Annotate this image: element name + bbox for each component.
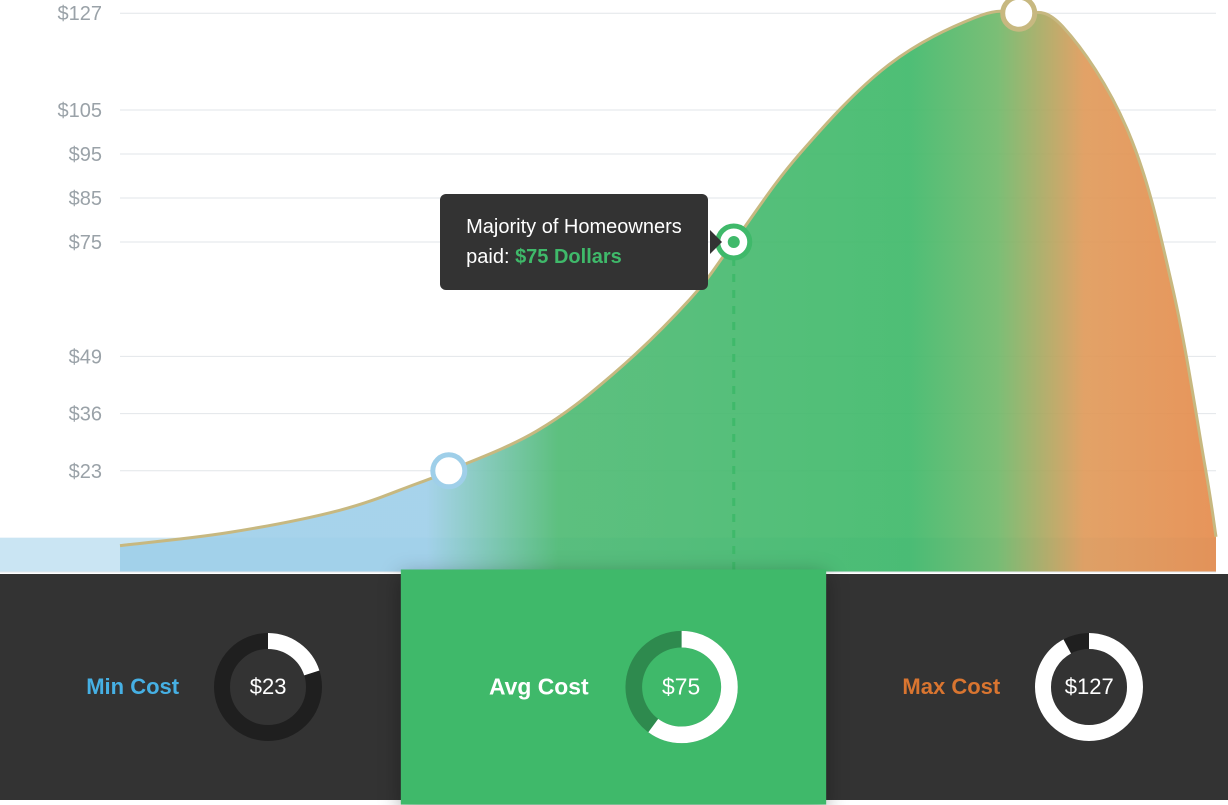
y-axis-label: $36 — [69, 404, 102, 426]
y-axis-label: $105 — [58, 100, 103, 122]
y-axis-label: $49 — [69, 346, 102, 368]
y-axis-label: $85 — [69, 188, 102, 210]
cost-card-min: Min Cost $23 — [0, 574, 409, 800]
cost-card-label: Min Cost — [86, 674, 179, 700]
donut-max: $127 — [1034, 632, 1144, 742]
y-axis-label: $95 — [69, 144, 102, 166]
area-fill — [120, 11, 1216, 572]
cost-card-value: $23 — [213, 632, 323, 742]
cost-cards-row: Min Cost $23 Avg Cost $75 Max Cost $127 — [0, 574, 1228, 800]
donut-min: $23 — [213, 632, 323, 742]
cost-card-avg: Avg Cost $75 — [401, 569, 827, 804]
y-axis-label: $75 — [69, 232, 102, 254]
marker-min — [433, 455, 465, 487]
cost-chart: $23$36$49$75$85$95$105$127 Majority of H… — [0, 0, 1228, 800]
cost-card-max: Max Cost $127 — [819, 574, 1228, 800]
cost-card-value: $127 — [1034, 632, 1144, 742]
cost-card-label: Max Cost — [902, 674, 1000, 700]
cost-card-label: Avg Cost — [489, 673, 589, 700]
marker-max — [1003, 0, 1035, 29]
y-axis-label: $23 — [69, 461, 102, 483]
cost-card-value: $75 — [624, 630, 738, 744]
donut-avg: $75 — [624, 630, 738, 744]
y-axis-label: $127 — [58, 3, 103, 25]
